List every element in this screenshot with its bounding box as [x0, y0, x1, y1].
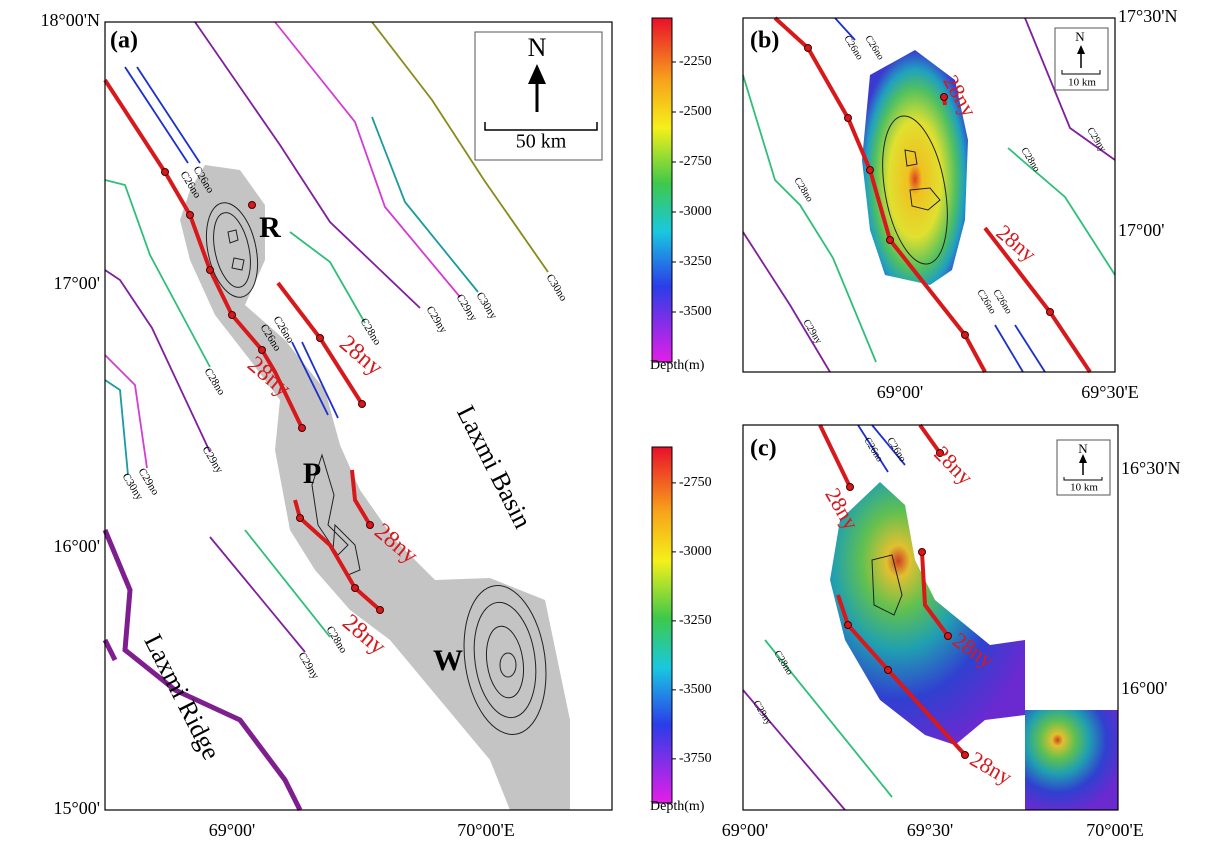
colorbar-tick-label: -3000 — [679, 544, 712, 559]
colorbar-title: Depth(m) — [650, 799, 705, 814]
isochrons-c — [742, 423, 967, 811]
scale-label: 50 km — [516, 131, 567, 153]
longitude-label: 69°00' — [877, 382, 923, 402]
colorbar-tick-label: -3500 — [679, 682, 712, 697]
colorbar-tick-label: -3500 — [679, 304, 712, 319]
anomaly-label: C28no — [771, 649, 794, 677]
seamount-region — [180, 165, 570, 810]
latitude-label: 17°00' — [1118, 220, 1164, 240]
latitude-label: 18°00'N — [41, 10, 100, 30]
anomaly-label: C26no — [841, 34, 864, 62]
contours — [205, 202, 547, 735]
longitude-label: 69°30' — [907, 820, 953, 840]
scale-label: 10 km — [1068, 77, 1096, 89]
anomaly-label: C26no — [884, 436, 907, 464]
region-label: Laxmi Basin — [451, 401, 537, 533]
colorbar-tick-label: -2250 — [679, 54, 712, 69]
anomaly-label: C29ny — [296, 650, 322, 682]
latitude-label: 17°00' — [54, 273, 100, 293]
latitude-label: 16°00' — [1121, 678, 1167, 698]
anomaly-pick-label: 28ny — [966, 746, 1017, 790]
latitude-label: 16°00' — [54, 536, 100, 556]
longitude-label: 69°00' — [722, 820, 768, 840]
anomaly-label: C29ny — [750, 699, 773, 727]
longitude-label: 70°00'E — [1086, 820, 1143, 840]
seamount-label: P — [303, 457, 321, 490]
anomaly-pick-label: 28ny — [992, 219, 1042, 266]
region-label: Laxmi Ridge — [138, 629, 226, 764]
scale-box-a — [474, 31, 603, 161]
panel-label: (a) — [110, 28, 138, 54]
colorbar-tick-label: -2750 — [679, 154, 712, 169]
seamount-label: R — [259, 211, 281, 244]
panel-a — [102, 21, 613, 812]
panel-label: (c) — [750, 436, 777, 462]
colorbar-tick-label: -3750 — [679, 751, 712, 766]
anomaly-label: C29ny — [200, 444, 226, 476]
colorbar-tick-label: -2500 — [679, 104, 712, 119]
colorbar-c — [651, 446, 673, 804]
latitude-label: 16°30'N — [1121, 458, 1180, 478]
panel-label: (b) — [750, 28, 779, 54]
colorbar-title: Depth(m) — [650, 358, 705, 373]
colorbar-tick-label: -2750 — [679, 475, 712, 490]
latitude-label: 17°30'N — [1118, 6, 1177, 26]
colorbar-b — [651, 17, 673, 363]
bathymetry-c — [830, 482, 1025, 745]
north-arrow-label: N — [1078, 441, 1088, 456]
panel-c — [651, 423, 1119, 811]
colorbar-tick-label: -3000 — [679, 204, 712, 219]
anomaly-label: C29ny — [800, 318, 823, 346]
anomaly-label: C26no — [861, 436, 884, 464]
anomaly-label: C29ny — [424, 304, 450, 336]
north-arrow-label: N — [1075, 29, 1085, 44]
longitude-label: 69°30'E — [1081, 382, 1138, 402]
colorbar-tick-label: -3250 — [679, 254, 712, 269]
longitude-label: 69°00' — [209, 820, 255, 840]
colorbar-tick-label: -3250 — [679, 613, 712, 628]
longitude-label: 70°00'E — [457, 820, 514, 840]
anomaly-label: C30no — [544, 272, 570, 304]
scale-label: 10 km — [1070, 482, 1098, 494]
bathymetry-b — [862, 50, 968, 285]
north-arrow-label: N — [528, 33, 547, 62]
seamount-label: W — [433, 644, 463, 677]
anomaly-label: C26no — [862, 34, 885, 62]
anomaly-label: C28no — [202, 366, 228, 398]
latitude-label: 15°00' — [54, 798, 100, 818]
panel-b — [651, 16, 1116, 374]
